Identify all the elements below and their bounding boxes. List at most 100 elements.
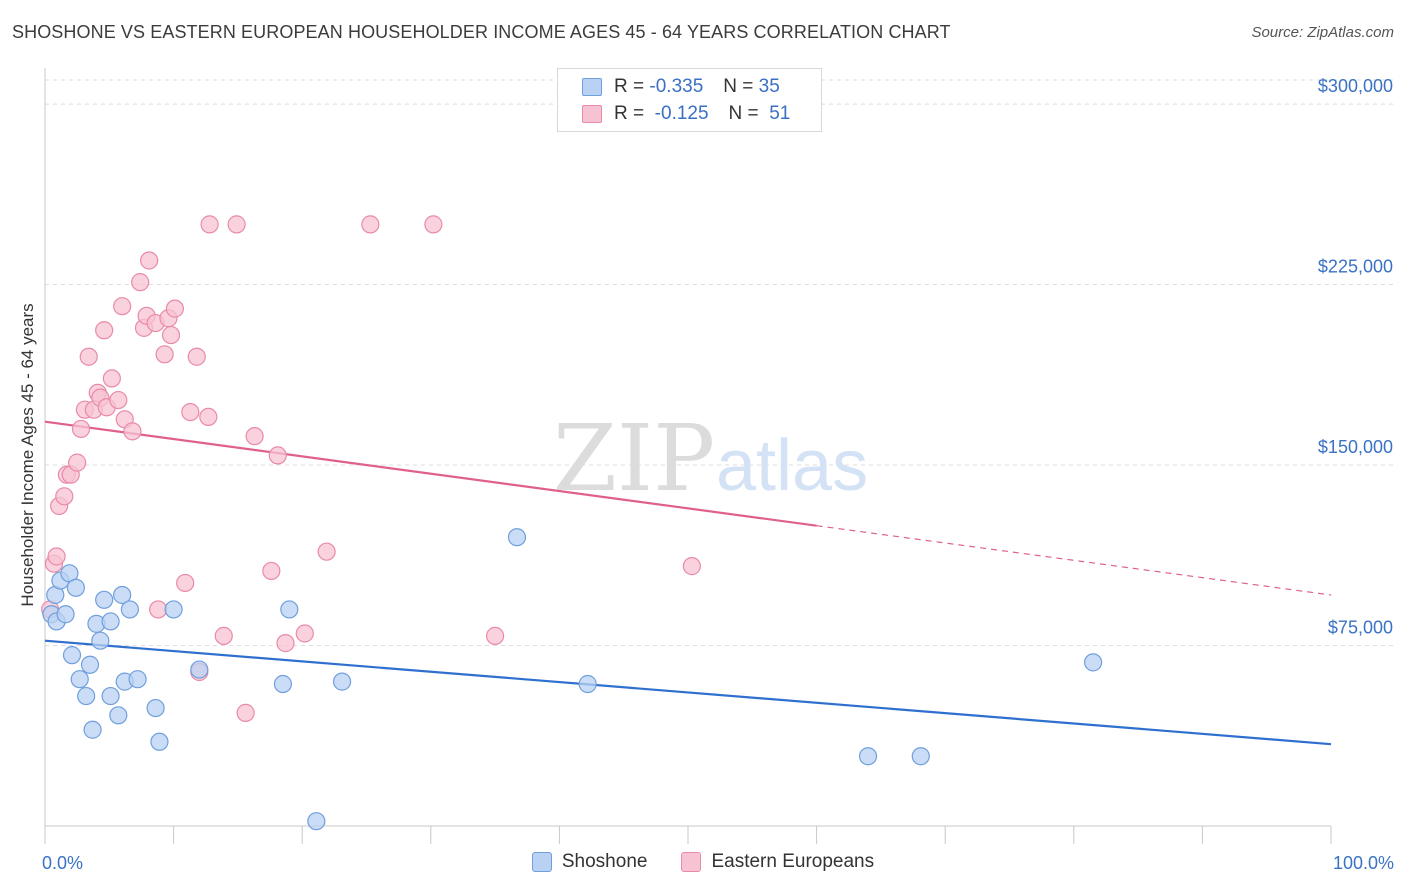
trend-lines (44, 420, 1332, 746)
r-label: R = (614, 76, 645, 97)
axes (44, 68, 1332, 844)
eastern-europeans-point (109, 390, 128, 410)
series-legend: Shoshone Eastern Europeans (0, 851, 1406, 873)
eastern-europeans-point (165, 299, 184, 318)
y-axis-label: Householder Income Ages 45 - 64 years (18, 303, 37, 606)
shoshone-swatch (582, 78, 602, 96)
n-label: N = (723, 76, 754, 97)
r-value: -0.125 (654, 103, 709, 124)
watermark: ZIP atlas (553, 405, 868, 512)
shoshone-point (83, 720, 102, 739)
eastern-europeans-point (113, 297, 132, 316)
shoshone-point (80, 655, 100, 674)
shoshone-point (190, 660, 209, 679)
legend-row-eastern: R = -0.125 N = 51 (582, 102, 790, 126)
chart-title: SHOSHONE VS EASTERN EUROPEAN HOUSEHOLDER… (12, 22, 951, 42)
eastern-europeans-point (424, 215, 443, 234)
r-label: R = (614, 103, 645, 124)
shoshone-point (113, 585, 132, 605)
shoshone-point (101, 612, 120, 631)
shoshone-point (56, 605, 75, 624)
eastern-europeans-point (227, 215, 246, 234)
source-label: Source: ZipAtlas.com (1251, 24, 1394, 41)
eastern-europeans-point (55, 487, 74, 506)
trend-line-eastern-europeans (44, 420, 817, 527)
eastern-europeans-point (71, 419, 91, 439)
shoshone-point (120, 600, 139, 619)
n-value: 35 (758, 76, 780, 97)
shoshone-point (507, 528, 527, 547)
eastern-europeans-point (155, 345, 174, 364)
legend-item-eastern-europeans[interactable]: Eastern Europeans (681, 851, 874, 873)
y-tick-labels: $75,000 $150,000 $225,000 $300,000 (1318, 76, 1393, 637)
eastern-europeans-point (682, 557, 701, 576)
shoshone-point (164, 600, 183, 619)
eastern-europeans-point (486, 626, 505, 645)
n-value: 51 (769, 103, 791, 124)
eastern-europeans-point (123, 422, 142, 441)
r-value: -0.335 (649, 76, 704, 97)
legend-label: Eastern Europeans (711, 851, 875, 872)
eastern-europeans-point (317, 542, 336, 561)
shoshone-point (128, 670, 147, 689)
eastern-europeans-point (276, 634, 295, 653)
correlation-legend: R = -0.335 N = 35 R = -0.125 N = 51 (557, 68, 822, 132)
y-tick-label: $75,000 (1328, 618, 1393, 638)
trend-line-eastern-europeans-extension (816, 525, 1332, 596)
eastern-europeans-point (79, 347, 98, 366)
eastern-europeans-point (95, 321, 114, 340)
shoshone-point (150, 732, 169, 751)
eastern-europeans-point (361, 215, 380, 234)
eastern-europeans-point (268, 446, 287, 465)
shoshone-point (307, 812, 326, 831)
eastern-swatch (582, 105, 602, 123)
shoshone-point (280, 600, 299, 619)
eastern-europeans-point (140, 251, 159, 270)
shoshone-point (62, 646, 82, 665)
shoshone-point (70, 670, 89, 689)
eastern-europeans-point (236, 703, 255, 722)
x-tick-right: 100.0% (1333, 853, 1394, 873)
n-label: N = (728, 103, 759, 124)
shoshone-point (77, 686, 96, 706)
eastern-europeans-point (199, 407, 218, 427)
shoshone-point (1083, 653, 1103, 672)
shoshone-point (911, 747, 930, 766)
eastern-europeans-point (131, 273, 150, 292)
eastern-europeans-point (187, 347, 206, 366)
eastern-europeans-point (102, 369, 121, 388)
grid-lines (45, 79, 1394, 647)
eastern-europeans-point (161, 325, 181, 345)
shoshone-point (273, 674, 293, 694)
data-points (41, 215, 1103, 831)
y-tick-label: $225,000 (1318, 257, 1393, 277)
shoshone-point (332, 672, 352, 691)
eastern-europeans-point (68, 453, 87, 472)
shoshone-point (101, 686, 120, 706)
watermark-atlas: atlas (716, 426, 868, 506)
shoshone-point (91, 631, 110, 650)
eastern-europeans-point (149, 600, 168, 619)
shoshone-point (146, 698, 165, 718)
y-tick-label: $150,000 (1318, 437, 1393, 457)
watermark-zip: ZIP (553, 405, 715, 512)
shoshone-point (578, 674, 597, 694)
eastern-europeans-point (214, 626, 233, 645)
eastern-europeans-point (262, 561, 281, 581)
eastern-europeans-point (181, 402, 200, 422)
shoshone-legend-swatch (531, 852, 552, 872)
shoshone-point (858, 747, 878, 766)
trend-line-shoshone (44, 639, 1332, 746)
y-tick-label: $300,000 (1318, 76, 1393, 96)
eastern-legend-swatch (681, 852, 702, 872)
shoshone-point (109, 706, 128, 725)
eastern-europeans-point (176, 573, 195, 593)
shoshone-point (95, 590, 114, 609)
eastern-europeans-point (295, 624, 314, 643)
legend-row-shoshone: R = -0.335 N = 35 (582, 75, 780, 99)
eastern-europeans-point (47, 547, 66, 566)
legend-item-shoshone[interactable]: Shoshone (531, 851, 647, 873)
x-tick-left: 0.0% (42, 853, 83, 873)
eastern-europeans-point (200, 215, 219, 234)
